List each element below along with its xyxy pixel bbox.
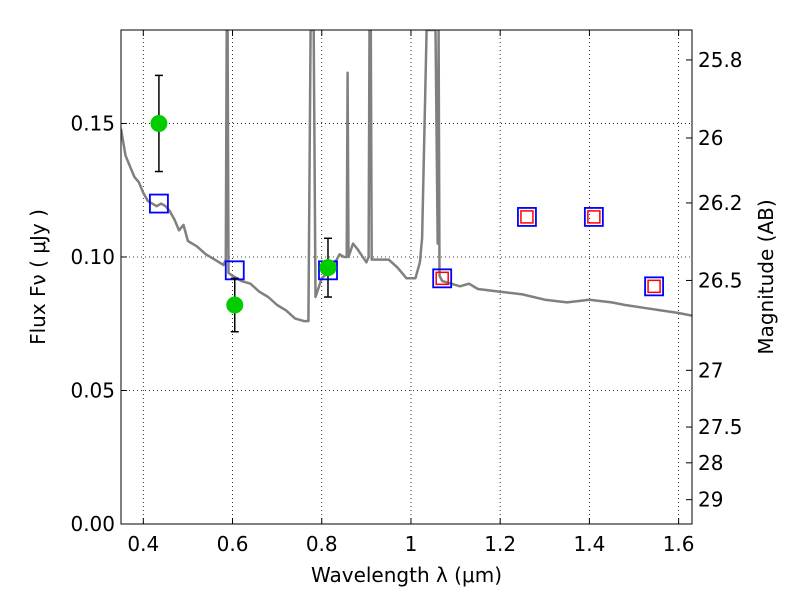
model-photometry-square (583, 207, 604, 227)
y-axis-label: Flux Fν ( μJy ) (26, 209, 50, 345)
predicted-photometry-square (520, 210, 534, 224)
observed-flux-point (226, 296, 244, 314)
observed-flux-point (319, 259, 337, 277)
observed-flux-point (150, 114, 168, 132)
x-tick-label: 1.2 (484, 532, 516, 556)
model-spectrum-line (121, 30, 692, 323)
predicted-photometry-square (435, 271, 449, 286)
right-tick-label: 25.8 (698, 48, 743, 72)
ticks: 0.4 0.6 0.8 1 1.2 1.4 1.6 0.00 0.05 0.10 0.15 25.8 2… (70, 30, 743, 556)
x-tick-label: 1.6 (663, 532, 695, 556)
right-axis-label: Magnitude (AB) (754, 199, 778, 354)
x-tick-label: 0.8 (306, 532, 338, 556)
right-tick-label: 26.2 (698, 191, 743, 215)
y-tick-label: 0.15 (70, 111, 115, 135)
y-tick-label: 0.00 (70, 512, 115, 536)
x-tick-label: 0.4 (127, 532, 159, 556)
right-tick-label: 29 (698, 488, 723, 512)
y-tick-label: 0.10 (70, 245, 115, 269)
x-tick-label: 0.6 (217, 532, 249, 556)
right-tick-label: 27.5 (698, 415, 743, 439)
axes-frame (120, 29, 693, 525)
plot-area (121, 30, 692, 333)
model-photometry-square (149, 193, 169, 214)
model-photometry-square (432, 268, 453, 289)
model-photometry-square (644, 276, 664, 297)
right-tick-label: 27 (698, 358, 723, 382)
model-photometry-square (517, 207, 537, 227)
predicted-photometry-square (647, 279, 661, 294)
y-tick-label: 0.05 (70, 378, 115, 402)
x-tick-label: 1 (405, 532, 418, 556)
predicted-photometry-square (587, 210, 601, 224)
x-tick-label: 1.4 (573, 532, 605, 556)
x-axis-label: Wavelength λ (μm) (311, 563, 502, 587)
right-tick-label: 26 (698, 126, 723, 150)
right-tick-label: 26.5 (698, 268, 743, 292)
right-tick-label: 28 (698, 451, 723, 475)
